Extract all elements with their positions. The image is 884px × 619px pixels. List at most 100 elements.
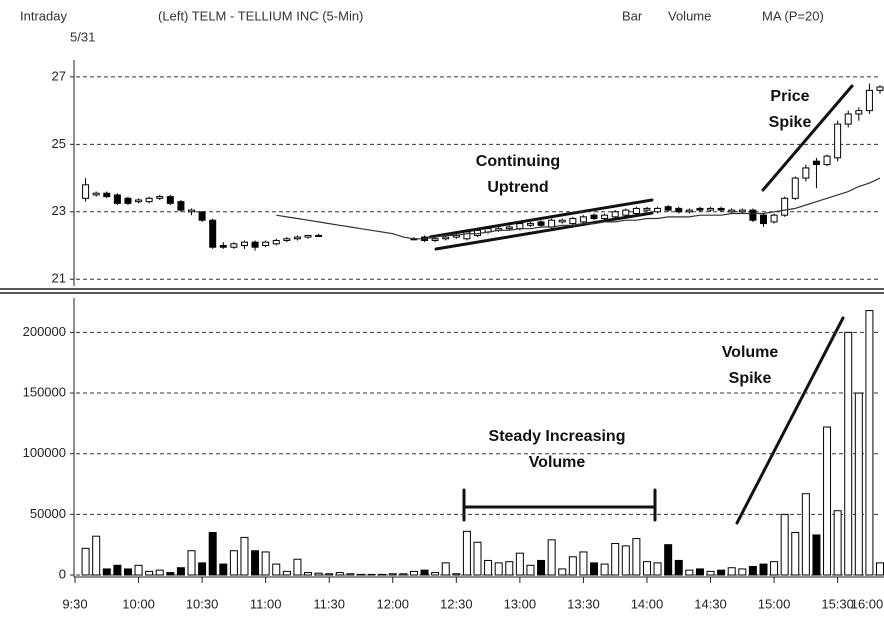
header-symbol: (Left) TELM - TELLIUM INC (5-Min) [158, 8, 363, 23]
volume-bar [378, 573, 387, 576]
volume-bar [484, 559, 493, 576]
candle-body [505, 226, 513, 230]
volume-bar [314, 572, 323, 576]
candle-body [738, 209, 746, 213]
volume-bar [431, 572, 440, 576]
volume-bar [759, 563, 768, 576]
x-tick-label: 14:00 [631, 596, 664, 611]
candle-body [240, 241, 248, 247]
header-mode: Intraday [20, 8, 67, 23]
candle-body [145, 197, 153, 203]
volume-bar [346, 573, 355, 576]
candle-body [442, 236, 450, 240]
candle-body [304, 234, 312, 238]
volume-bar [462, 530, 471, 576]
header-date: 5/31 [70, 29, 95, 44]
x-tick-label: 10:30 [186, 596, 219, 611]
volume-bar [674, 559, 683, 576]
header-study: Volume [668, 8, 711, 23]
candle-body [707, 207, 715, 211]
candle-body [82, 184, 90, 199]
candle-body [728, 209, 736, 213]
y-tick-label: 23 [52, 203, 66, 218]
candle-body [230, 243, 238, 248]
volume-bar [823, 426, 832, 576]
candle-body [844, 113, 852, 125]
candle-body [781, 197, 789, 216]
volume-bar [176, 567, 185, 576]
candle-body [749, 209, 757, 221]
y-tick-label: 27 [52, 68, 66, 83]
candle-body [611, 211, 619, 218]
volume-bar [600, 563, 609, 576]
candle-body [219, 245, 227, 248]
candle-body [516, 223, 524, 230]
volume-bar [685, 569, 694, 576]
volume-spike-line [735, 316, 845, 525]
volume-bar [738, 568, 747, 576]
volume-bar [388, 573, 397, 576]
candle-body [834, 123, 842, 159]
candle-body [431, 238, 439, 241]
volume-bar [632, 538, 641, 576]
y-tick-label: 21 [52, 271, 66, 286]
volume-bar [335, 572, 344, 576]
candle-body [685, 209, 693, 213]
candle-body [696, 207, 704, 211]
volume-bar [166, 572, 175, 576]
candle-body [569, 218, 577, 225]
annotation: Steady Increasing [489, 428, 626, 445]
volume-bar [356, 573, 365, 576]
candle-body [251, 241, 259, 248]
candle-body [315, 234, 323, 237]
candle-body [759, 214, 767, 225]
candle-body [526, 223, 534, 226]
candle-body [103, 192, 111, 198]
candle-body [209, 219, 217, 248]
volume-bar [844, 331, 853, 576]
uptrend-line [434, 211, 654, 251]
candle-body [156, 196, 164, 199]
volume-bar [261, 551, 270, 576]
y-tick-label: 200000 [23, 324, 66, 339]
volume-bar [113, 564, 122, 576]
candle-body [643, 207, 651, 211]
volume-bar [547, 539, 556, 576]
volume-bar [208, 532, 217, 576]
x-tick-label: 12:30 [440, 596, 473, 611]
volume-bar [727, 567, 736, 576]
candle-body [166, 196, 174, 204]
candle-body [812, 160, 820, 166]
candle-body [293, 236, 301, 240]
volume-bar [505, 561, 514, 576]
volume-bar [515, 552, 524, 576]
candle-body [262, 241, 270, 247]
volume-bar [579, 551, 588, 576]
candle-body [92, 192, 100, 196]
x-tick-label: 12:00 [376, 596, 409, 611]
volume-bar [293, 558, 302, 576]
x-tick-label: 15:00 [758, 596, 791, 611]
volume-bar [664, 544, 673, 576]
volume-bar [123, 568, 132, 576]
volume-bar [833, 510, 842, 576]
volume-bar [611, 542, 620, 576]
annotation: Spike [769, 114, 812, 131]
volume-bar [251, 550, 260, 576]
candle-body [675, 207, 683, 213]
candle-body [579, 216, 587, 223]
volume-bar [558, 568, 567, 576]
volume-bar [240, 536, 249, 576]
volume-bar [452, 573, 461, 576]
volume-bar [494, 562, 503, 576]
y-tick-label: 50000 [30, 506, 66, 521]
candle-body [177, 201, 185, 211]
volume-bar [854, 392, 863, 576]
volume-bar [134, 564, 143, 576]
candle-body [601, 214, 609, 220]
candle-body [664, 206, 672, 211]
candle-body [632, 207, 640, 214]
volume-bar [92, 535, 101, 576]
volume-bar [304, 572, 313, 576]
